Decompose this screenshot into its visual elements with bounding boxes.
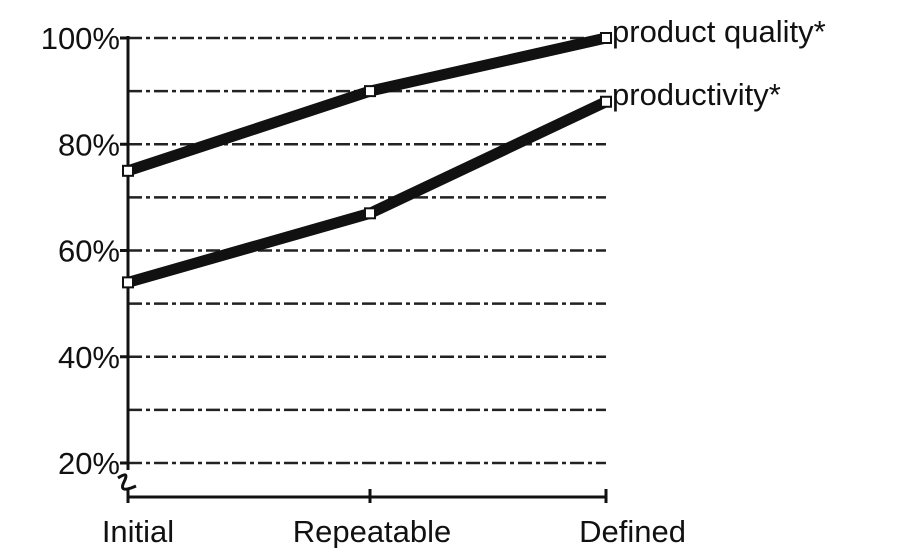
x-category-label: Defined bbox=[579, 514, 686, 548]
data-point bbox=[364, 85, 376, 98]
y-tick-label: 40% bbox=[58, 340, 120, 375]
series-lines bbox=[122, 32, 612, 289]
data-point bbox=[364, 207, 376, 220]
y-tick-label: 80% bbox=[58, 127, 120, 162]
series-label: productivity* bbox=[612, 77, 781, 112]
axes bbox=[117, 36, 608, 503]
y-tick-label: 100% bbox=[41, 21, 120, 56]
data-point bbox=[122, 276, 134, 289]
y-tick-label: 20% bbox=[58, 446, 120, 481]
axis-break-mark bbox=[117, 473, 137, 491]
x-category-label: Initial bbox=[102, 514, 174, 548]
data-point bbox=[122, 164, 134, 177]
y-tick-label: 60% bbox=[58, 234, 120, 269]
data-point bbox=[600, 95, 612, 108]
series-line bbox=[126, 96, 609, 288]
gridlines bbox=[128, 36, 606, 465]
labels: 20% 40% 60% 80% 100% Initial Repeatable Defined… bbox=[41, 14, 826, 548]
x-category-label: Repeatable bbox=[293, 514, 452, 548]
data-point bbox=[600, 32, 612, 44]
series-line bbox=[126, 32, 608, 177]
series-label: product quality* bbox=[612, 14, 826, 49]
